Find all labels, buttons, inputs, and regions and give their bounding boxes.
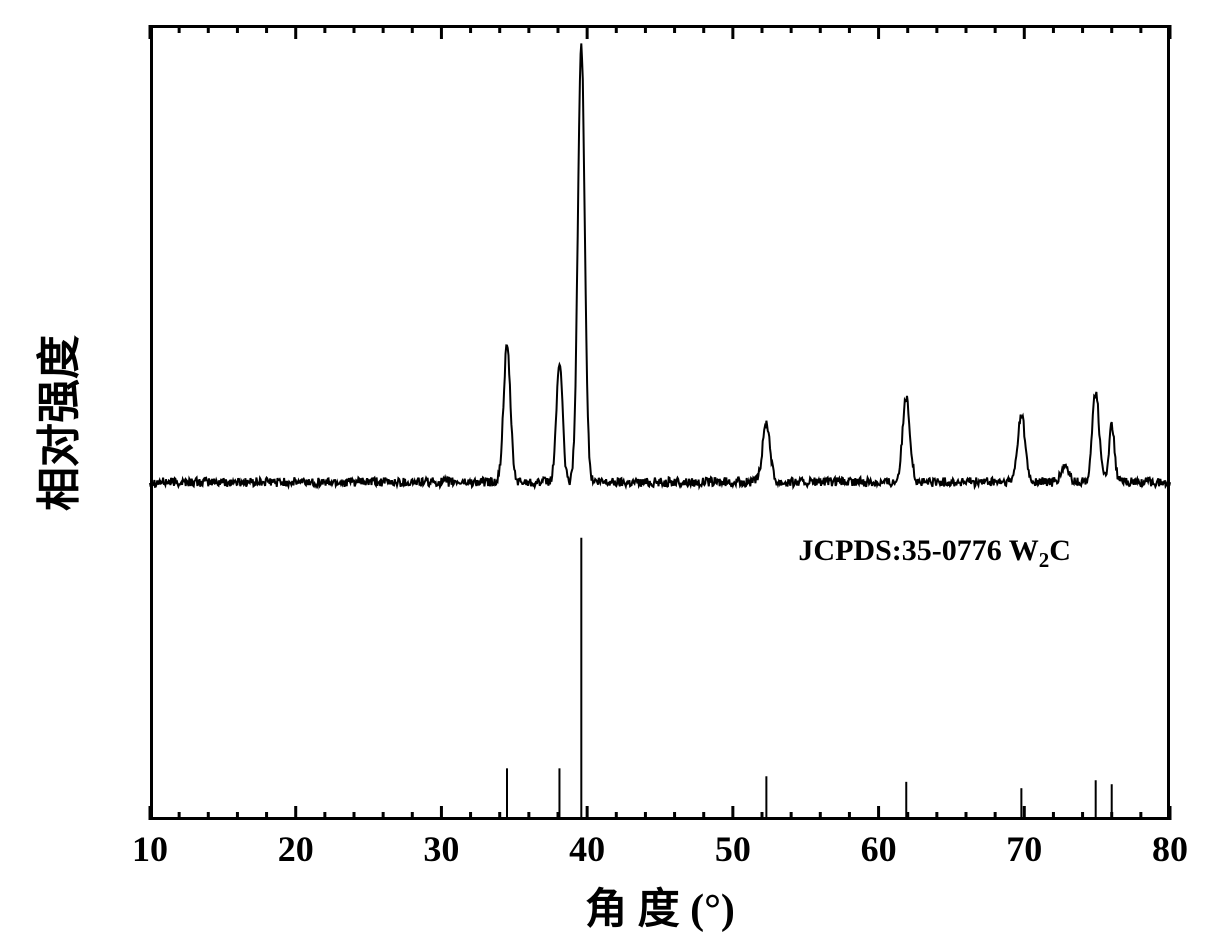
x-tick-label: 80 xyxy=(1152,828,1188,870)
x-tick-label: 30 xyxy=(423,828,459,870)
y-axis-label: 相对强度 xyxy=(23,335,87,511)
xrd-figure: 相对强度 角 度 (°) JCPDS:35-0776 W2C 10 20 30 40 5… xyxy=(0,0,1216,939)
plot-svg xyxy=(0,0,1216,939)
x-tick-label: 20 xyxy=(278,828,314,870)
x-tick-label: 40 xyxy=(569,828,605,870)
x-axis-label: 角 度 (°) xyxy=(585,875,735,936)
x-tick-label: 70 xyxy=(1006,828,1042,870)
x-tick-label: 10 xyxy=(132,828,168,870)
x-tick-label: 60 xyxy=(861,828,897,870)
x-tick-label: 50 xyxy=(715,828,751,870)
jcpds-annotation: JCPDS:35-0776 W2C xyxy=(798,534,1070,573)
xrd-curve xyxy=(150,43,1170,487)
